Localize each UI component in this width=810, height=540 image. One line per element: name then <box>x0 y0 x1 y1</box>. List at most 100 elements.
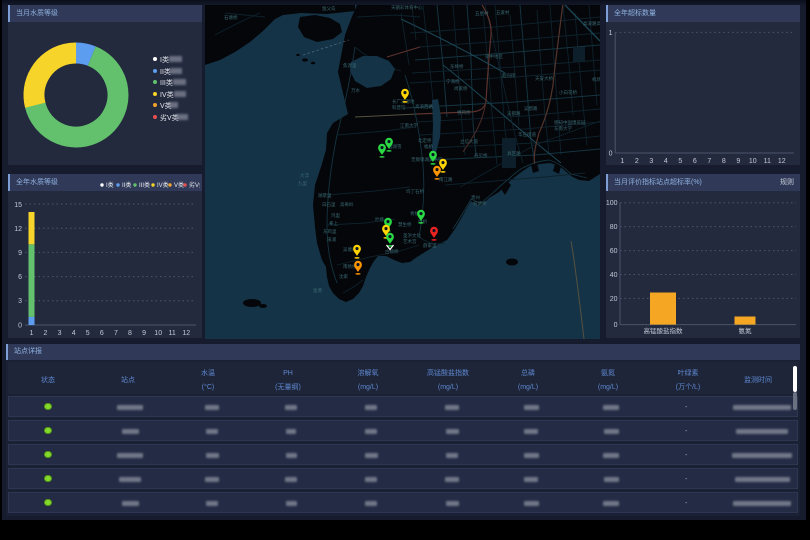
svg-text:焦渡里: 焦渡里 <box>343 62 357 69</box>
svg-text:薛家里: 薛家里 <box>423 242 437 249</box>
svg-text:湖景里: 湖景里 <box>318 192 332 199</box>
svg-text:坞丁石桥: 坞丁石桥 <box>406 188 424 195</box>
svg-text:尚家桥: 尚家桥 <box>454 85 468 92</box>
svg-text:7: 7 <box>114 330 118 337</box>
svg-text:4: 4 <box>664 158 668 165</box>
svg-text:南杨桥: 南杨桥 <box>343 263 357 270</box>
svg-text:6: 6 <box>693 158 697 165</box>
svg-text:10: 10 <box>749 158 757 165</box>
svg-text:拳上: 拳上 <box>329 220 338 227</box>
svg-text:12: 12 <box>778 158 786 165</box>
svg-text:0: 0 <box>614 322 618 329</box>
svg-text:梁中地区: 梁中地区 <box>485 53 503 60</box>
svg-text:渔港: 渔港 <box>313 287 322 294</box>
svg-text:小白花桥: 小白花桥 <box>559 89 577 96</box>
svg-text:3: 3 <box>58 330 62 337</box>
svg-text:8: 8 <box>128 330 132 337</box>
svg-text:溪浦: 溪浦 <box>327 236 336 243</box>
svg-text:I类: I类 <box>160 55 169 64</box>
svg-text:100: 100 <box>606 200 618 207</box>
svg-text:11: 11 <box>169 330 176 337</box>
svg-text:III类: III类 <box>139 181 150 189</box>
svg-text:机场路: 机场路 <box>592 76 600 83</box>
svg-text:大浮: 大浮 <box>300 172 309 179</box>
svg-text:鸿里: 鸿里 <box>331 212 340 219</box>
svg-text:万水: 万水 <box>351 87 360 94</box>
svg-text:9: 9 <box>142 330 146 337</box>
svg-text:板桥: 板桥 <box>424 143 433 150</box>
svg-text:惠风桥: 惠风桥 <box>457 109 471 116</box>
svg-text:80: 80 <box>610 224 618 231</box>
svg-text:V类: V类 <box>160 101 172 110</box>
svg-text:贵州: 贵州 <box>471 194 480 201</box>
svg-text:6: 6 <box>100 330 104 337</box>
svg-text:华庄街道: 华庄街道 <box>518 131 536 138</box>
svg-text:五爱村: 五爱村 <box>496 9 510 16</box>
svg-text:11: 11 <box>764 158 771 165</box>
svg-text:0: 0 <box>609 151 613 158</box>
svg-text:5: 5 <box>86 330 90 337</box>
svg-text:渔父岛: 渔父岛 <box>322 5 336 12</box>
svg-text:超同街: 超同街 <box>502 72 516 79</box>
svg-text:1: 1 <box>620 158 624 165</box>
svg-text:15: 15 <box>14 202 22 209</box>
svg-text:10: 10 <box>154 330 162 337</box>
svg-text:IV类: IV类 <box>160 90 174 99</box>
svg-text:1: 1 <box>29 330 33 337</box>
svg-text:1: 1 <box>609 30 613 37</box>
svg-text:4: 4 <box>72 330 76 337</box>
svg-text:五星村: 五星村 <box>475 10 489 16</box>
svg-text:九里: 九里 <box>298 180 307 187</box>
svg-text:东绛桥: 东绛桥 <box>450 63 464 70</box>
svg-text:祝塘桥: 祝塘桥 <box>473 200 487 207</box>
svg-text:V类: V类 <box>174 181 184 189</box>
svg-text:3: 3 <box>649 158 653 165</box>
svg-text:氨氮: 氨氮 <box>739 326 753 335</box>
svg-text:园湖雪: 园湖雪 <box>388 143 402 150</box>
svg-text:石塘桥: 石塘桥 <box>224 14 238 21</box>
svg-text:IV类: IV类 <box>157 181 169 189</box>
svg-text:40: 40 <box>610 272 618 279</box>
svg-text:2: 2 <box>44 330 48 337</box>
svg-text:5: 5 <box>678 158 682 165</box>
svg-text:60: 60 <box>610 248 618 255</box>
svg-text:圣浜文化: 圣浜文化 <box>403 232 421 239</box>
svg-text:天安大桥: 天安大桥 <box>535 75 553 82</box>
svg-text:白石里: 白石里 <box>322 201 336 208</box>
svg-text:南江路: 南江路 <box>439 176 453 183</box>
svg-text:9: 9 <box>736 158 740 165</box>
svg-text:具区路: 具区路 <box>507 150 521 157</box>
svg-text:9: 9 <box>18 250 22 257</box>
svg-text:北定桥: 北定桥 <box>418 137 432 144</box>
svg-text:高奇岭: 高奇岭 <box>340 201 354 208</box>
svg-text:青桥: 青桥 <box>410 210 419 217</box>
svg-text:宁海桥: 宁海桥 <box>446 78 460 85</box>
svg-text:8: 8 <box>722 158 726 165</box>
svg-text:20: 20 <box>610 296 618 303</box>
svg-text:东南大学: 东南大学 <box>554 125 572 132</box>
svg-text:科普馆: 科普馆 <box>392 104 406 111</box>
svg-text:6: 6 <box>18 274 22 281</box>
svg-text:古杨桥: 古杨桥 <box>385 248 399 255</box>
svg-text:12: 12 <box>182 330 190 337</box>
svg-text:劣V类: 劣V类 <box>160 113 179 122</box>
svg-text:I类: I类 <box>106 181 114 189</box>
svg-text:12: 12 <box>14 226 22 233</box>
svg-text:高锰酸盐指数: 高锰酸盐指数 <box>644 326 684 335</box>
svg-text:叶巷: 叶巷 <box>375 216 384 223</box>
svg-text:吴郡路: 吴郡路 <box>524 105 538 112</box>
svg-text:江南大学: 江南大学 <box>400 122 418 129</box>
svg-text:沈家: 沈家 <box>339 273 348 280</box>
svg-text:3: 3 <box>18 298 22 305</box>
svg-text:7: 7 <box>707 158 711 165</box>
svg-text:慧生桥: 慧生桥 <box>398 221 412 228</box>
svg-text:东鸡里: 东鸡里 <box>323 228 337 235</box>
svg-text:周桥: 周桥 <box>418 218 427 225</box>
svg-text:2: 2 <box>635 158 639 165</box>
svg-text:高浪西路: 高浪西路 <box>415 103 433 110</box>
svg-text:劣V类: 劣V类 <box>189 181 200 189</box>
svg-text:寿贝桥: 寿贝桥 <box>474 152 488 159</box>
svg-text:吴都路: 吴都路 <box>507 110 521 117</box>
svg-text:感知中国博览园: 感知中国博览园 <box>554 119 586 126</box>
svg-text:III类: III类 <box>160 78 173 87</box>
